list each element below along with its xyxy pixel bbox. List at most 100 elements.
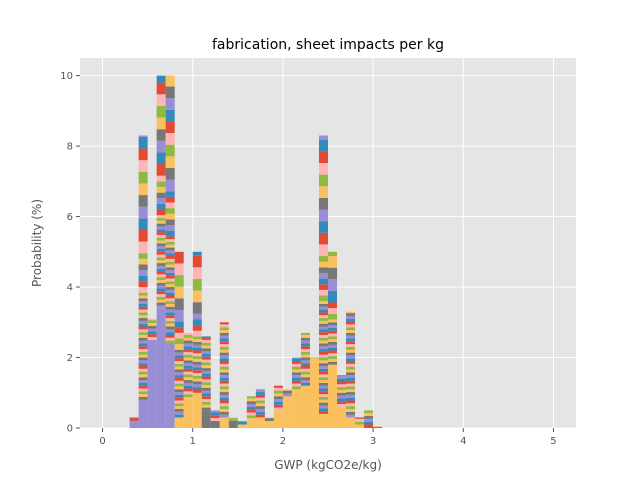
- bar-segment: [201, 373, 211, 377]
- bar-segment: [156, 209, 166, 216]
- bar-segment: [219, 358, 229, 362]
- bar-segment: [219, 406, 229, 409]
- bar-segment: [174, 406, 184, 409]
- bar-segment: [174, 397, 184, 401]
- x-tick-label: 1: [190, 436, 196, 447]
- bar-segment: [219, 411, 229, 415]
- bar-segment: [156, 308, 166, 428]
- bar-segment: [346, 386, 356, 390]
- bar-segment: [318, 354, 328, 358]
- bar-segment: [318, 306, 328, 310]
- bar-segment: [156, 248, 166, 252]
- bar-segment: [174, 361, 184, 364]
- bar-segment: [291, 363, 301, 367]
- bar-segment: [183, 394, 193, 397]
- bar-segment: [291, 389, 301, 428]
- bar-segment: [147, 328, 157, 332]
- bar-segment: [138, 380, 148, 383]
- bar-segment: [300, 380, 310, 383]
- bar-segment: [165, 306, 175, 310]
- bar-segment: [300, 354, 310, 358]
- bar-segment: [201, 370, 211, 374]
- bar-segment: [138, 368, 148, 372]
- bar-segment: [328, 330, 338, 334]
- bar-segment: [183, 388, 193, 392]
- bar-segment: [192, 361, 202, 365]
- bar-segment: [138, 171, 148, 184]
- bar-segment: [328, 350, 338, 354]
- bar-segment: [328, 358, 338, 362]
- bar-segment: [219, 366, 229, 370]
- bar-segment: [192, 381, 202, 385]
- bar-segment: [138, 148, 148, 161]
- histogram-bin: [219, 322, 229, 428]
- bar-segment: [183, 382, 193, 386]
- bar-segment: [346, 311, 356, 314]
- bar-segment: [219, 377, 229, 381]
- bar-segment: [201, 387, 211, 391]
- bar-segment: [346, 349, 356, 353]
- bar-segment: [291, 361, 301, 364]
- bar-segment: [318, 340, 328, 344]
- bar-segment: [165, 343, 175, 428]
- bar-segment: [201, 382, 211, 386]
- bar-segment: [165, 256, 175, 259]
- bar-segment: [210, 418, 220, 421]
- bar-segment: [138, 337, 148, 341]
- bar-segment: [291, 358, 301, 362]
- bar-segment: [192, 384, 202, 388]
- bar-segment: [318, 396, 328, 400]
- bar-segment: [174, 380, 184, 384]
- histogram-bin: [165, 75, 175, 428]
- bar-segment: [192, 367, 202, 371]
- bar-segment: [318, 357, 328, 361]
- bar-segment: [346, 403, 356, 407]
- bar-segment: [174, 394, 184, 398]
- bar-segment: [318, 315, 328, 319]
- bar-segment: [165, 241, 175, 245]
- bar-segment: [337, 384, 347, 388]
- bar-segment: [300, 385, 310, 428]
- bar-segment: [138, 287, 148, 293]
- bar-segment: [346, 355, 356, 359]
- bar-segment: [246, 415, 256, 419]
- bar-segment: [156, 251, 166, 255]
- bar-segment: [156, 152, 166, 165]
- bar-segment: [337, 375, 347, 376]
- bar-segment: [346, 363, 356, 367]
- bar-segment: [156, 246, 166, 249]
- bar-segment: [318, 408, 328, 412]
- bar-segment: [138, 301, 148, 304]
- bar-segment: [318, 135, 328, 140]
- bar-segment: [328, 322, 338, 326]
- bar-segment: [246, 396, 256, 399]
- bar-segment: [156, 164, 166, 176]
- histogram-bin: [291, 357, 301, 428]
- bar-segment: [318, 343, 328, 347]
- bar-segment: [138, 264, 148, 271]
- bar-segment: [228, 420, 238, 428]
- bar-segment: [192, 336, 202, 340]
- histogram-bin: [192, 251, 202, 428]
- bar-segment: [192, 330, 202, 337]
- bar-segment: [165, 239, 175, 242]
- bar-segment: [346, 327, 356, 331]
- bar-segment: [174, 344, 184, 350]
- bar-segment: [346, 321, 356, 325]
- bar-segment: [219, 408, 229, 412]
- bar-segment: [346, 338, 356, 342]
- bar-segment: [318, 303, 328, 307]
- bar-segment: [328, 290, 338, 303]
- bar-segment: [156, 226, 166, 230]
- bar-segment: [219, 355, 229, 359]
- bar-segment: [156, 105, 166, 118]
- bar-segment: [282, 389, 292, 391]
- bar-segment: [219, 397, 229, 401]
- bar-segment: [156, 140, 166, 153]
- bar-segment: [291, 380, 301, 384]
- bar-segment: [318, 139, 328, 152]
- bar-segment: [138, 275, 148, 282]
- bar-segment: [300, 340, 310, 344]
- bar-segment: [346, 358, 356, 362]
